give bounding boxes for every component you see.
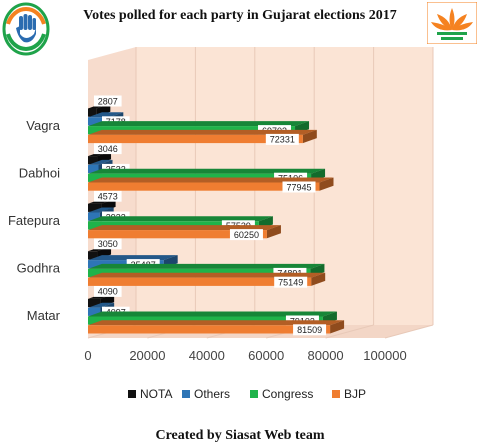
bar bbox=[88, 251, 98, 260]
data-label: 72331 bbox=[270, 135, 295, 145]
bar bbox=[88, 164, 99, 174]
bar bbox=[88, 298, 101, 308]
data-label-box bbox=[265, 133, 299, 145]
bar-top-face bbox=[88, 225, 281, 231]
data-label-box bbox=[274, 276, 308, 288]
data-label: 3046 bbox=[98, 144, 118, 154]
category-label: Fatepura bbox=[8, 213, 61, 228]
x-tick-label: 20000 bbox=[129, 348, 165, 363]
bar-top-face bbox=[88, 121, 310, 127]
bar bbox=[88, 117, 110, 126]
gridline-floor bbox=[384, 324, 434, 339]
data-label: 2807 bbox=[98, 96, 118, 106]
bar bbox=[88, 307, 101, 316]
congress-hand-logo bbox=[2, 2, 50, 56]
bar-top-face bbox=[88, 263, 325, 269]
data-label: 81509 bbox=[297, 325, 322, 335]
bar-end-face bbox=[302, 129, 317, 144]
bar bbox=[88, 182, 320, 191]
bar bbox=[88, 156, 98, 165]
legend-label: NOTA bbox=[140, 387, 172, 401]
data-label: 75149 bbox=[278, 278, 303, 288]
bar bbox=[88, 134, 303, 144]
legend-swatch bbox=[332, 390, 340, 398]
x-tick-label: 60000 bbox=[248, 348, 284, 363]
data-label-box bbox=[94, 95, 122, 107]
legend-swatch bbox=[250, 390, 258, 398]
bar-chart: 0200004000060000800001000004090409779103… bbox=[8, 47, 434, 401]
data-label: 4573 bbox=[98, 192, 118, 202]
bar-end-face bbox=[311, 272, 326, 286]
bar-end-face bbox=[330, 320, 345, 334]
data-label-box bbox=[293, 324, 327, 336]
bar bbox=[88, 108, 97, 117]
bar-top-face bbox=[88, 168, 326, 174]
x-tick-label: 80000 bbox=[308, 348, 344, 363]
bar-top-face bbox=[88, 272, 326, 278]
bar-top-face bbox=[88, 129, 317, 135]
legend-label: Others bbox=[194, 387, 230, 401]
category-label: Godhra bbox=[17, 261, 61, 276]
data-label-box bbox=[94, 238, 122, 250]
bjp-lotus-logo bbox=[427, 2, 477, 44]
bar-end-face bbox=[266, 225, 281, 239]
data-label-box bbox=[229, 229, 263, 241]
bar bbox=[88, 203, 102, 212]
bar bbox=[88, 325, 331, 334]
chart-title: Votes polled for each party in Gujarat e… bbox=[83, 8, 397, 23]
category-label: Vagra bbox=[26, 118, 60, 133]
bar-top-face bbox=[88, 177, 334, 183]
data-label: 77945 bbox=[286, 182, 311, 192]
x-tick-label: 40000 bbox=[189, 348, 225, 363]
bar-top-face bbox=[88, 112, 124, 118]
gridline-floor bbox=[325, 324, 374, 339]
bar-top-face bbox=[88, 159, 113, 165]
x-tick-label: 0 bbox=[84, 348, 91, 363]
data-label: 3050 bbox=[98, 239, 118, 249]
footer-credit: Created by Siasat Web team bbox=[155, 428, 325, 443]
legend-swatch bbox=[128, 390, 136, 398]
data-label-box bbox=[282, 181, 316, 193]
bar bbox=[88, 277, 312, 286]
bar-top-face bbox=[88, 255, 178, 261]
data-label-box bbox=[94, 190, 122, 202]
x-tick-label: 100000 bbox=[363, 348, 406, 363]
legend-swatch bbox=[182, 390, 190, 398]
category-label: Dabhoi bbox=[19, 165, 60, 180]
bar-top-face bbox=[88, 320, 345, 326]
bar-top-face bbox=[88, 216, 273, 222]
legend-label: BJP bbox=[344, 387, 366, 401]
bar bbox=[88, 212, 100, 221]
data-label-box bbox=[94, 143, 122, 155]
bar bbox=[88, 230, 267, 239]
legend-label: Congress bbox=[262, 387, 313, 401]
data-label: 4090 bbox=[98, 287, 118, 297]
bar-top-face bbox=[88, 311, 337, 317]
bar-top-face bbox=[88, 302, 115, 308]
data-label: 60250 bbox=[234, 230, 259, 240]
bar-end-face bbox=[319, 177, 334, 191]
category-label: Matar bbox=[27, 308, 61, 323]
data-label-box bbox=[94, 285, 122, 297]
bar-top-face bbox=[88, 207, 114, 213]
